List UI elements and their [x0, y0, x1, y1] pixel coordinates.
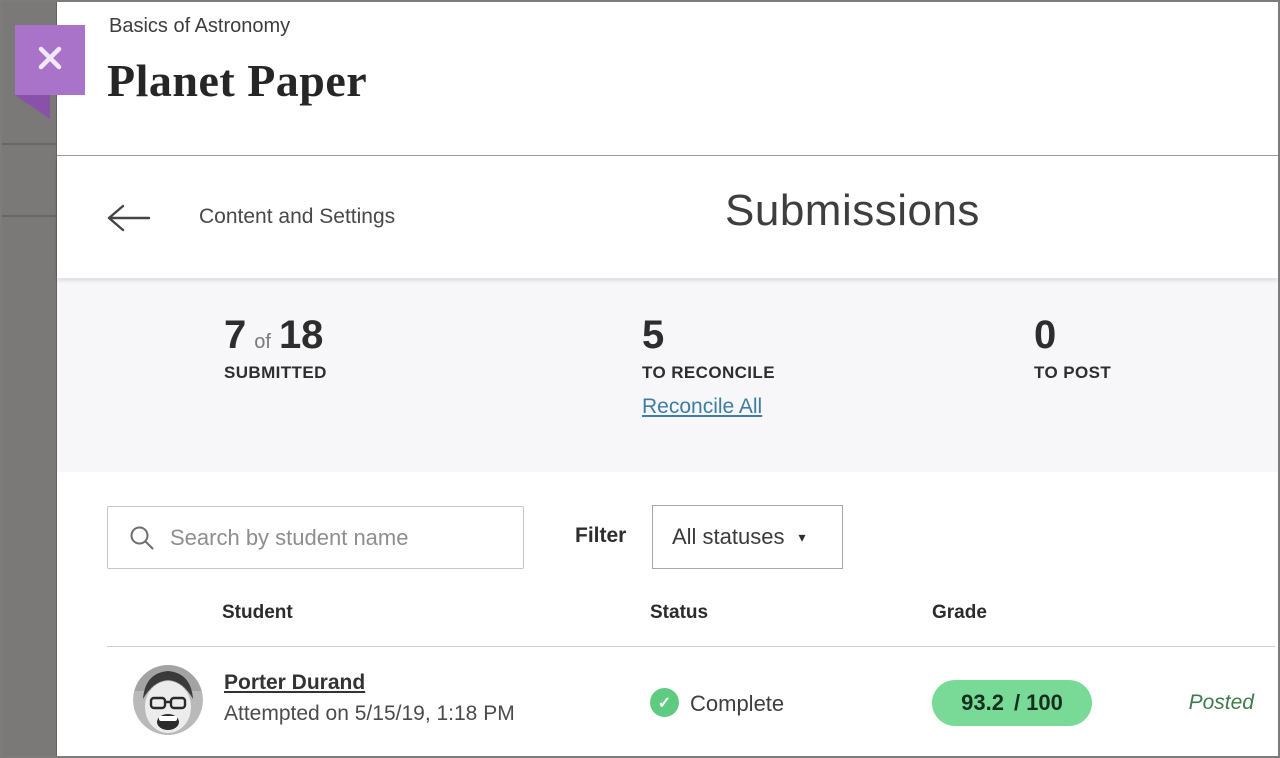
back-button[interactable]: [105, 202, 153, 234]
page-title: Planet Paper: [107, 55, 368, 106]
grade-total: 100: [1026, 690, 1063, 715]
submitted-total: 18: [278, 313, 324, 357]
grade-score: 93.2: [961, 690, 1004, 715]
stat-to-reconcile: 5 TO RECONCILE Reconcile All: [642, 313, 775, 419]
submitted-value: 7: [224, 313, 247, 357]
tab-content-and-settings[interactable]: Content and Settings: [199, 205, 396, 228]
search-icon: [128, 524, 156, 552]
grade-separator: /: [1013, 690, 1021, 715]
status-value: Complete: [690, 691, 785, 716]
student-search[interactable]: [107, 506, 524, 569]
stat-to-post: 0 TO POST: [1034, 313, 1111, 383]
posted-status: Posted: [1188, 691, 1254, 714]
tab-submissions[interactable]: Submissions: [725, 186, 980, 235]
post-count: 0: [1034, 313, 1057, 357]
table-header-divider: [107, 646, 1275, 647]
close-icon: [32, 40, 68, 81]
filter-label: Filter: [575, 524, 627, 547]
grade-pill[interactable]: 93.2 / 100: [932, 680, 1092, 726]
header-divider: [57, 155, 1278, 156]
avatar: [133, 665, 203, 735]
background-sidebar: [2, 2, 57, 756]
sidebar-divider: [2, 143, 56, 145]
attempt-info: Attempted on 5/15/19, 1:18 PM: [224, 702, 515, 725]
complete-check-icon: ✓: [650, 688, 679, 717]
submitted-label: SUBMITTED: [224, 363, 327, 382]
reconcile-label: TO RECONCILE: [642, 363, 775, 382]
of-word: of: [254, 331, 271, 353]
student-name-link[interactable]: Porter Durand: [224, 671, 366, 694]
stat-submitted: 7 of 18 SUBMITTED: [224, 313, 327, 383]
column-header-grade: Grade: [932, 602, 987, 623]
submitted-count: 7 of 18: [224, 313, 327, 357]
chevron-down-icon: ▾: [798, 528, 806, 545]
check-glyph: ✓: [657, 694, 672, 712]
reconcile-all-link[interactable]: Reconcile All: [642, 395, 763, 418]
column-header-status: Status: [650, 602, 709, 623]
arrow-left-icon: [105, 204, 153, 238]
column-header-student: Student: [222, 602, 293, 623]
table-row: Porter Durand Attempted on 5/15/19, 1:18…: [57, 647, 1278, 756]
status-filter-value: All statuses: [672, 524, 785, 549]
close-panel-button[interactable]: [15, 25, 85, 95]
search-input[interactable]: [170, 524, 513, 551]
reconcile-count: 5: [642, 313, 665, 357]
course-name: Basics of Astronomy: [109, 15, 291, 37]
panel-navbar: Content and Settings Submissions: [57, 156, 1278, 278]
status-filter-dropdown[interactable]: All statuses ▾: [652, 505, 843, 569]
post-label: TO POST: [1034, 363, 1112, 382]
sidebar-divider: [2, 215, 56, 217]
stats-band: 7 of 18 SUBMITTED 5 TO RECONCILE Reconcile…: [57, 279, 1278, 472]
